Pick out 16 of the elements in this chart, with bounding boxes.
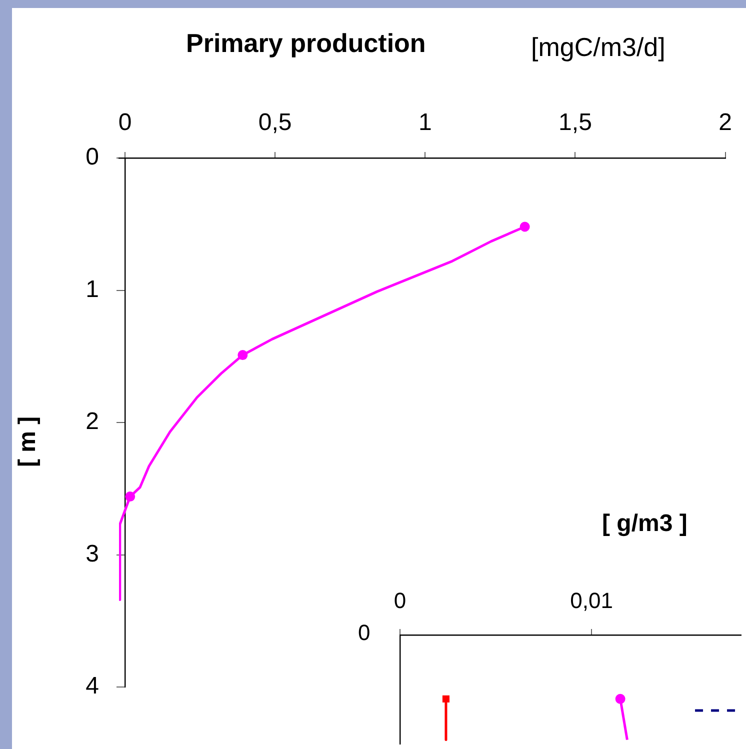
x-tick-label: 2: [718, 109, 732, 136]
x-tick-label: 0,01: [570, 588, 613, 613]
annotation: 0: [358, 620, 370, 646]
x-axis-title: [mgC/m3/d]: [531, 32, 666, 63]
y-tick-label: 0: [86, 144, 100, 171]
chart-title: Primary production: [186, 28, 426, 59]
y-axis-title: [ m ]: [14, 416, 42, 467]
y-tick-label: 3: [86, 540, 100, 568]
x-tick-label: 0,5: [258, 109, 292, 136]
y-tick-label: 1: [86, 276, 100, 303]
x-tick-label: 0: [118, 109, 132, 136]
x-axis-title: [ g/m3 ]: [602, 510, 688, 538]
x-tick-label: 1: [418, 109, 432, 136]
y-tick-label: 4: [86, 672, 100, 700]
x-tick-label: 1,5: [558, 109, 592, 136]
y-tick-label: 2: [86, 408, 100, 436]
